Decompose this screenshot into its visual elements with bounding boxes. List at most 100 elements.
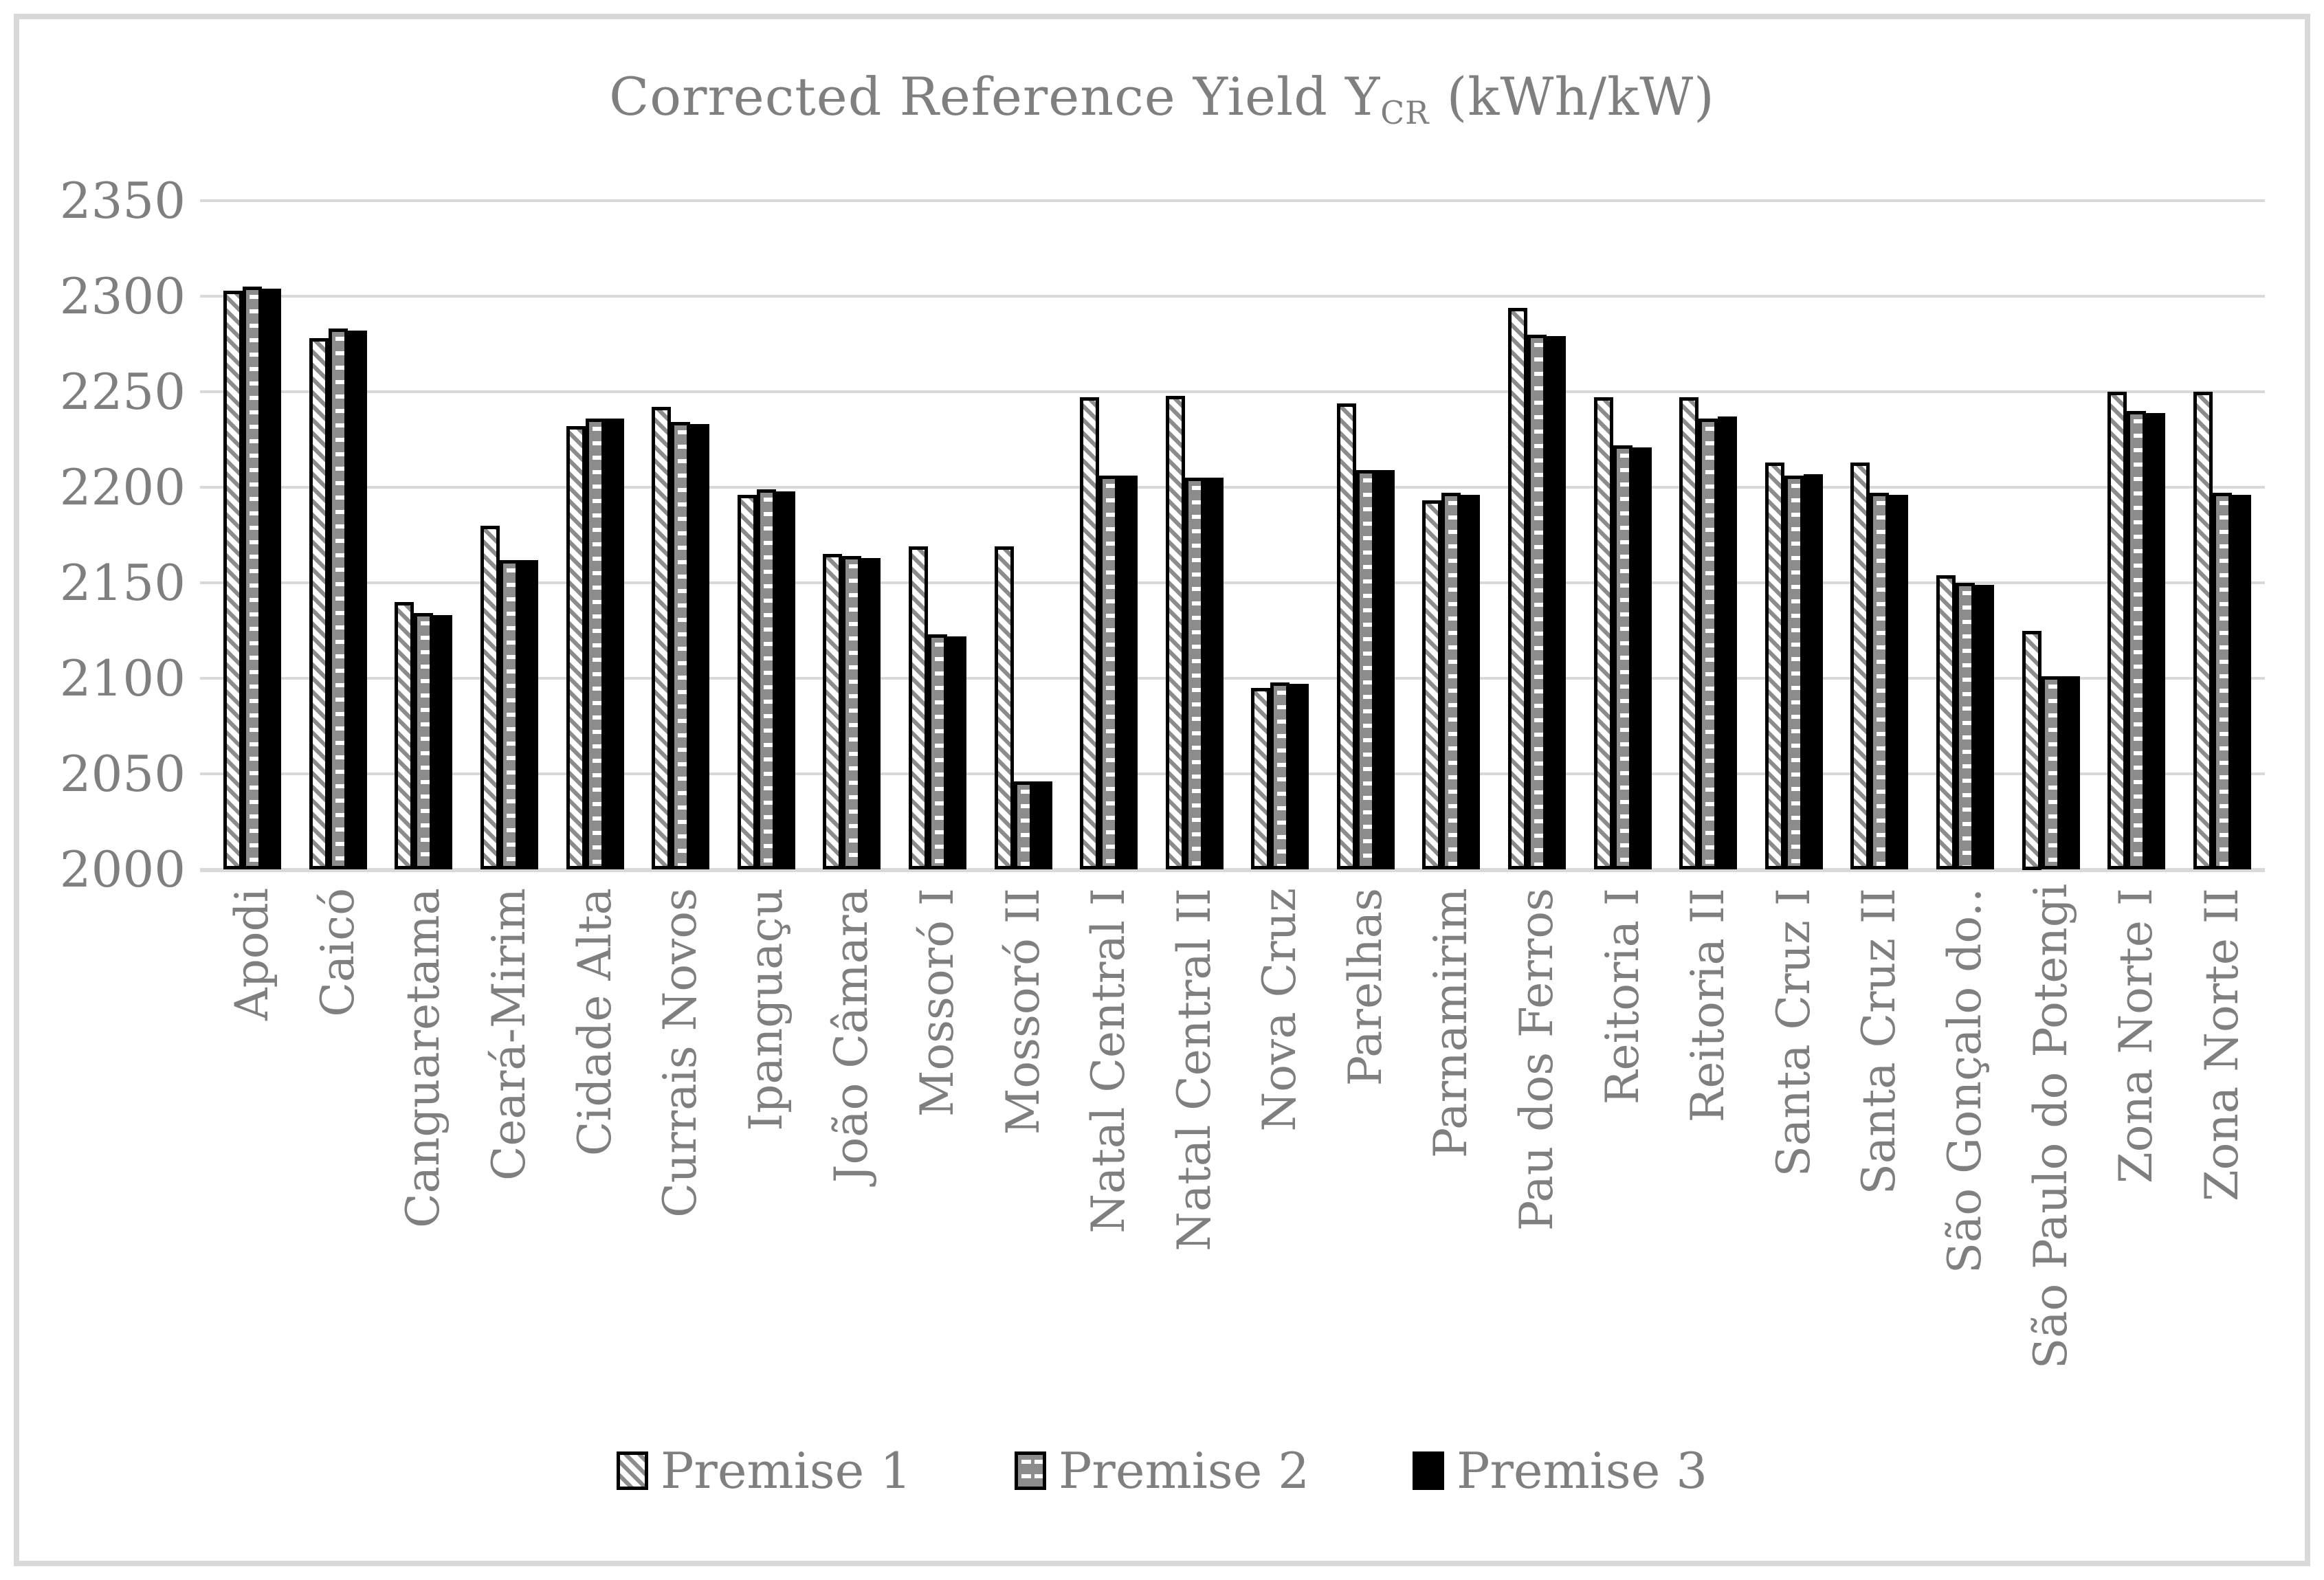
legend-item-premise-1: Premise 1	[616, 1442, 911, 1500]
bar-premise-2	[1527, 335, 1547, 869]
bar-premise-3	[1375, 470, 1395, 869]
bar-premise-1	[1850, 463, 1870, 869]
bar-premise-3	[861, 558, 881, 869]
x-axis-label: Caicó	[311, 888, 364, 1017]
x-axis-label: Parnamirim	[1424, 888, 1477, 1159]
x-axis-label: João Câmara	[825, 888, 878, 1183]
bar-premise-3	[776, 491, 795, 869]
bar-premise-1	[2022, 631, 2041, 870]
x-axis-label: Natal Central II	[1168, 888, 1221, 1251]
bar-premise-3	[2146, 413, 2165, 869]
x-axis-label: Reitoria I	[1596, 888, 1649, 1105]
bar-premise-3	[1290, 684, 1309, 869]
bar-premise-1	[1679, 397, 1698, 869]
x-axis-label: Ipanguaçu	[740, 888, 793, 1131]
x-axis-label: Mossoró I	[911, 888, 964, 1117]
y-axis-tick-label: 2150	[59, 554, 186, 612]
bar-premise-2	[414, 613, 433, 869]
gridline	[200, 677, 2265, 680]
bar-premise-3	[262, 289, 281, 869]
bar-premise-3	[1547, 336, 1566, 869]
x-axis-label: Reitoria II	[1681, 888, 1734, 1123]
bar-premise-3	[348, 331, 367, 869]
bar-premise-2	[2213, 493, 2232, 869]
bar-premise-2	[2041, 676, 2061, 869]
bar-premise-3	[1718, 416, 1737, 869]
bar-premise-3	[947, 636, 966, 869]
bar-premise-1	[1080, 397, 1099, 869]
y-axis-tick-label: 2200	[59, 458, 186, 516]
legend-swatch-premise-2	[1014, 1451, 1046, 1490]
bar-premise-2	[1613, 445, 1633, 869]
x-axis-label: Cidade Alta	[568, 888, 621, 1157]
bar-premise-3	[2061, 676, 2080, 869]
chart-title-subscript: CR	[1380, 94, 1430, 131]
legend-label: Premise 1	[660, 1442, 911, 1500]
bar-premise-1	[2193, 392, 2213, 869]
x-axis-label: Parelhas	[1339, 888, 1392, 1087]
bar-premise-3	[1633, 447, 1652, 869]
bar-premise-1	[309, 338, 329, 869]
bar-premise-2	[243, 287, 262, 869]
y-axis-tick-label: 2000	[59, 841, 186, 898]
x-axis-label: Pau dos Ferros	[1510, 888, 1563, 1232]
bar-premise-3	[1975, 585, 1994, 869]
bar-premise-1	[1337, 403, 1356, 869]
y-axis-tick-label: 2050	[59, 745, 186, 803]
bar-premise-1	[823, 554, 842, 869]
x-axis-label: Santa Cruz II	[1852, 888, 1905, 1195]
bar-premise-2	[586, 419, 605, 869]
gridline	[200, 295, 2265, 298]
bar-premise-3	[1461, 495, 1480, 869]
bar-premise-1	[223, 291, 243, 869]
bar-premise-1	[1594, 397, 1613, 869]
bar-premise-1	[2107, 392, 2127, 869]
bar-premise-1	[995, 546, 1014, 869]
bar-premise-2	[842, 556, 861, 869]
legend-item-premise-3: Premise 3	[1413, 1442, 1707, 1500]
bar-premise-1	[566, 426, 586, 869]
bar-premise-3	[433, 615, 452, 869]
bar-premise-2	[1356, 470, 1375, 869]
x-axis-label: Mossoró II	[997, 888, 1050, 1135]
bar-premise-1	[1765, 463, 1784, 869]
bar-premise-2	[1014, 781, 1033, 869]
bar-premise-2	[500, 560, 519, 869]
bar-premise-1	[738, 495, 757, 869]
bar-premise-2	[1441, 493, 1461, 869]
bar-premise-1	[1166, 396, 1185, 869]
bar-premise-2	[1185, 478, 1204, 869]
y-axis-tick-label: 2300	[59, 267, 186, 325]
x-axis-label: São Gonçalo do..	[1938, 888, 1991, 1274]
legend-label: Premise 2	[1058, 1442, 1310, 1500]
x-axis-label: Ceará-Mirim	[483, 888, 535, 1181]
bar-premise-2	[1270, 682, 1290, 869]
bar-premise-3	[1118, 476, 1138, 869]
x-axis-label: Zona Norte I	[2110, 888, 2162, 1184]
bar-premise-3	[519, 560, 538, 869]
gridline	[200, 199, 2265, 202]
bar-premise-3	[2232, 495, 2251, 869]
bar-premise-3	[1804, 474, 1823, 869]
bar-premise-1	[652, 407, 671, 869]
x-axis-label: Currais Novos	[654, 888, 707, 1218]
bar-premise-3	[1889, 495, 1908, 869]
bar-premise-1	[909, 546, 928, 869]
bar-premise-3	[1033, 781, 1052, 869]
gridline	[200, 868, 2265, 872]
bar-premise-3	[605, 419, 624, 869]
bar-premise-1	[480, 526, 500, 869]
y-axis-tick-label: 2100	[59, 649, 186, 707]
bar-premise-3	[690, 424, 709, 869]
x-axis-label: Apodi	[225, 888, 278, 1021]
chart-frame	[14, 14, 2310, 1566]
chart-legend: Premise 1 Premise 2 Premise 3	[0, 1442, 2324, 1500]
bar-premise-1	[395, 602, 414, 869]
x-axis-label: Nova Cruz	[1253, 888, 1306, 1132]
bar-premise-2	[928, 634, 947, 869]
bar-premise-1	[1936, 575, 1956, 869]
x-axis-label: Santa Cruz I	[1767, 888, 1820, 1177]
x-axis-label: Zona Norte II	[2195, 888, 2248, 1202]
bar-premise-2	[671, 422, 690, 869]
